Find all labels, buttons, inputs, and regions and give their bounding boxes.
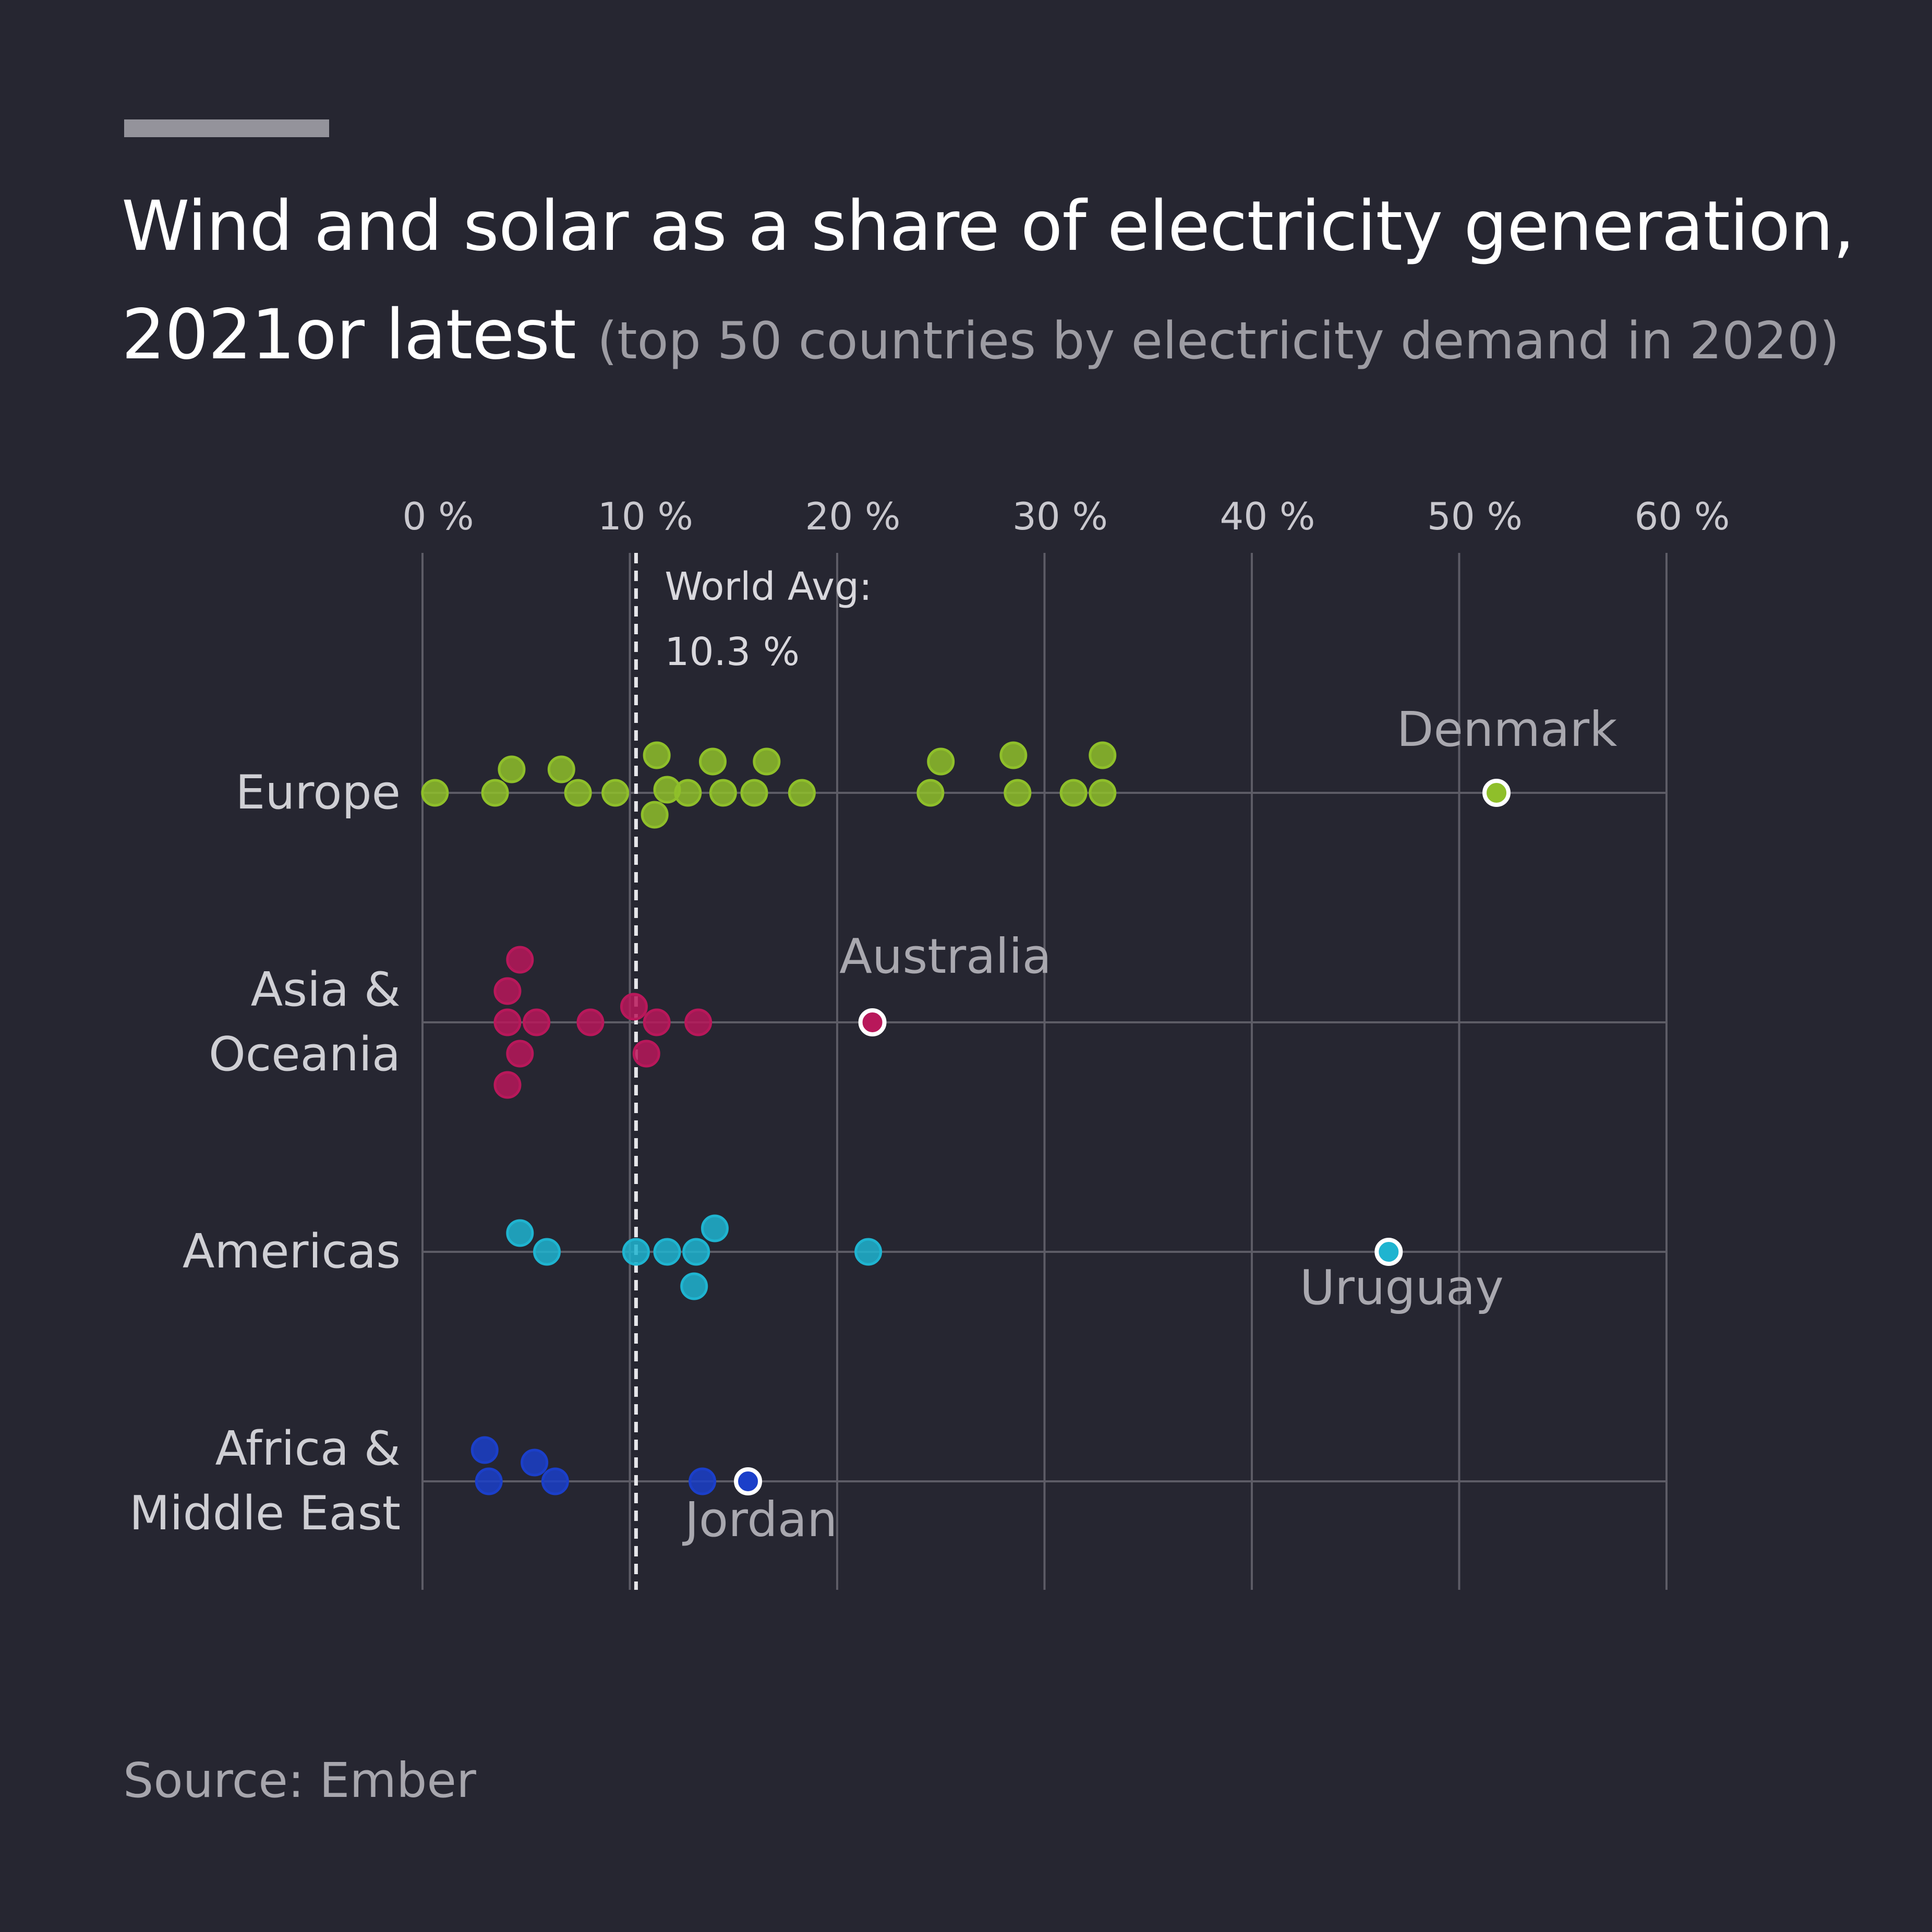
data-point [1059,779,1088,807]
row-label: Europe [236,765,401,820]
data-point [709,779,737,807]
data-point [620,993,648,1021]
data-point [699,747,727,776]
world-average-label: World Avg: [665,564,872,609]
row-label: Americas [183,1224,401,1279]
x-tick-label: 10 % [598,494,693,538]
data-point [547,755,575,783]
point-label: Jordan [682,1492,838,1548]
data-point [854,1238,883,1266]
chart-title: Wind and solar as a share of electricity… [122,172,1895,395]
data-point [1004,779,1032,807]
chart-subtitle: (top 50 countries by electricity demand … [597,311,1840,371]
data-point [493,1008,522,1036]
title-line-1: Wind and solar as a share of electricity… [122,186,1855,267]
accent-bar [124,119,329,137]
data-point [684,1008,713,1036]
data-point [533,1238,561,1266]
highlight-point [858,1008,887,1036]
data-point [601,779,630,807]
data-point [421,779,449,807]
highlight-point [734,1467,763,1495]
data-point [493,977,522,1005]
row-label: Asia & [251,962,401,1017]
data-point [470,1436,499,1464]
data-point [506,946,534,974]
data-point [475,1467,503,1495]
data-point [643,741,671,769]
row-label: Middle East [129,1486,401,1541]
point-label: Uruguay [1300,1260,1504,1315]
highlight-point [1482,779,1511,807]
data-point [927,747,955,776]
data-point [689,1467,717,1495]
data-point [481,779,509,807]
data-point [653,1238,681,1266]
x-tick-label: 30 % [1012,494,1108,538]
data-point [506,1219,534,1247]
point-label: Denmark [1397,702,1618,757]
data-point [701,1214,729,1242]
data-point [541,1467,569,1495]
data-point [788,779,816,807]
data-point [493,1071,522,1099]
data-point [506,1040,534,1068]
data-point [682,1238,710,1266]
data-point [999,741,1028,769]
world-average-value: 10.3 % [665,630,800,674]
data-point [753,747,781,776]
data-point [641,801,669,829]
source-note: Source: Ember [123,1753,476,1808]
title-line-2: 2021or latest [122,295,576,375]
data-point [674,779,702,807]
highlight-point [1374,1238,1403,1266]
data-point [498,755,526,783]
data-point [916,779,945,807]
data-point [1089,779,1117,807]
x-tick-label: 0 % [402,494,474,538]
point-label: Australia [839,928,1052,984]
x-tick-label: 40 % [1220,494,1315,538]
data-point [680,1272,708,1300]
data-point [632,1040,660,1068]
data-point [643,1008,671,1036]
data-point [1089,741,1117,769]
data-point [564,779,592,807]
row-label: Africa & [215,1421,401,1476]
x-tick-label: 20 % [805,494,901,538]
row-label: Oceania [209,1027,401,1082]
x-tick-label: 60 % [1635,494,1730,538]
x-tick-label: 50 % [1427,494,1523,538]
data-point [523,1008,551,1036]
data-point [622,1238,650,1266]
data-point [740,779,768,807]
data-point [521,1448,549,1477]
data-point [576,1008,605,1036]
